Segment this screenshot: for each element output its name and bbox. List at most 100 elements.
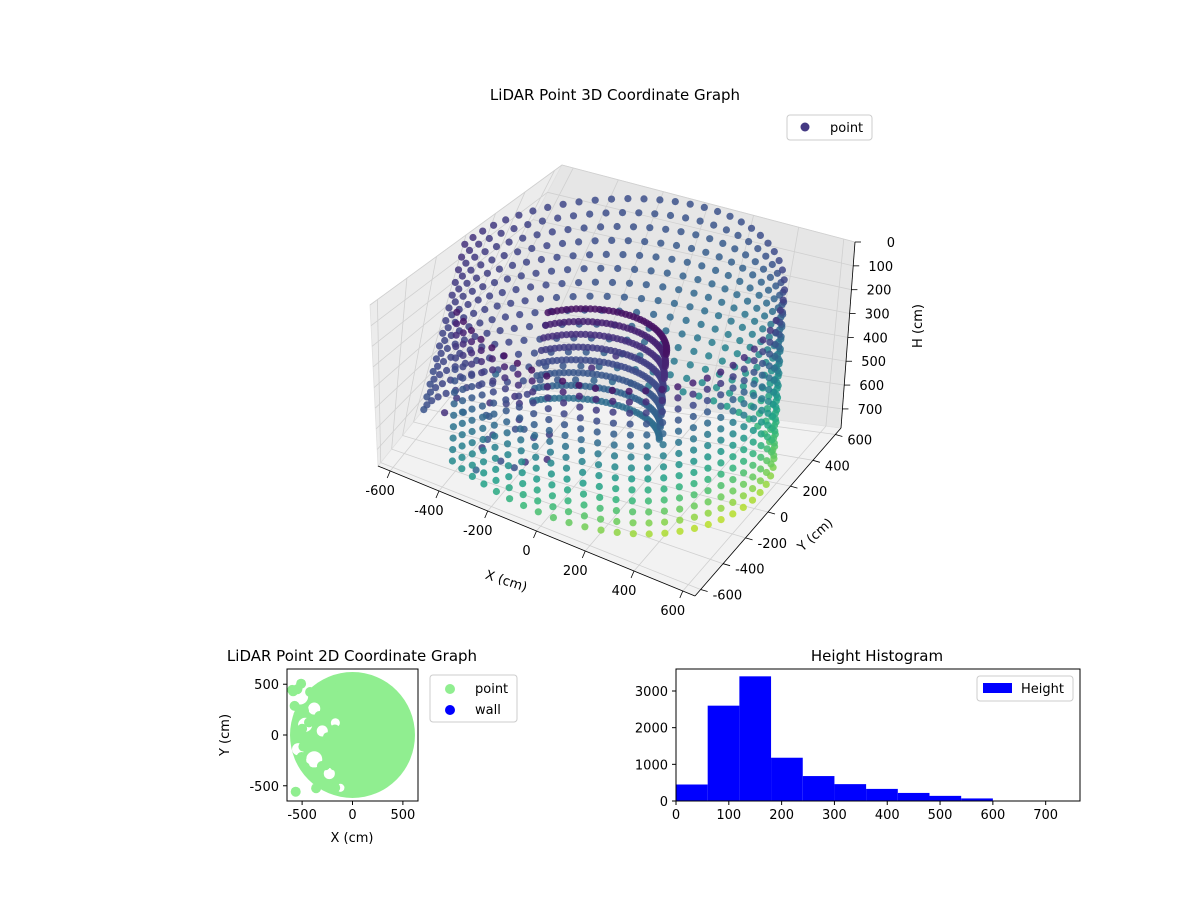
point-3d bbox=[762, 468, 771, 477]
point-3d bbox=[562, 453, 570, 461]
point-3d bbox=[690, 502, 698, 510]
point-3d bbox=[770, 248, 778, 256]
point-2d bbox=[322, 739, 333, 750]
point-3d bbox=[510, 324, 518, 332]
point-3d bbox=[451, 365, 459, 374]
point-3d bbox=[740, 400, 748, 408]
point-3d bbox=[501, 385, 509, 393]
point-3d bbox=[625, 387, 633, 395]
z-axis-line-3d bbox=[840, 241, 856, 429]
point-3d bbox=[694, 276, 702, 284]
point-3d bbox=[451, 377, 459, 385]
point-3d bbox=[545, 426, 553, 435]
point-3d bbox=[439, 329, 447, 337]
point-3d bbox=[534, 508, 542, 516]
point-3d bbox=[717, 413, 725, 422]
point-3d bbox=[468, 394, 476, 402]
point-3d bbox=[503, 429, 511, 437]
point-3d bbox=[683, 258, 691, 266]
point-3d bbox=[763, 457, 771, 465]
point-3d bbox=[618, 209, 627, 217]
point-3d bbox=[450, 411, 458, 419]
legend-2d: point wall bbox=[429, 674, 518, 723]
point-3d bbox=[650, 310, 658, 318]
point-3d bbox=[516, 414, 524, 422]
point-3d bbox=[613, 222, 621, 231]
point-3d bbox=[751, 317, 759, 325]
point-3d bbox=[659, 463, 668, 471]
point-3d bbox=[519, 480, 527, 488]
point-3d bbox=[558, 239, 567, 248]
point-3d bbox=[523, 390, 531, 398]
point-3d bbox=[501, 374, 509, 382]
point-3d bbox=[689, 390, 697, 398]
point-3d bbox=[544, 394, 552, 402]
point-3d bbox=[610, 430, 618, 438]
point-3d bbox=[459, 340, 467, 348]
point-3d bbox=[469, 233, 477, 242]
point-2d bbox=[290, 786, 301, 797]
x-tick-label-3d: -200 bbox=[463, 524, 493, 539]
point-3d bbox=[770, 295, 778, 303]
point-3d bbox=[677, 228, 685, 236]
point-3d bbox=[731, 245, 739, 253]
point-3d bbox=[751, 258, 759, 266]
point-3d bbox=[612, 496, 620, 504]
point-3d bbox=[675, 449, 683, 458]
legend-label-height: Height bbox=[1021, 682, 1064, 697]
x-tick-label-hist: 300 bbox=[822, 808, 847, 823]
point-3d bbox=[452, 331, 460, 339]
point-3d bbox=[775, 257, 783, 265]
point-3d bbox=[432, 384, 440, 392]
point-3d bbox=[459, 329, 467, 337]
point-3d bbox=[479, 435, 487, 444]
point-3d bbox=[749, 438, 757, 446]
point-3d bbox=[546, 437, 554, 445]
point-3d bbox=[468, 427, 476, 436]
point-3d bbox=[488, 316, 496, 324]
point-3d bbox=[687, 244, 696, 253]
point-3d bbox=[503, 440, 512, 448]
point-3d bbox=[529, 388, 537, 396]
point-3d bbox=[729, 373, 737, 381]
point-3d bbox=[780, 286, 789, 294]
point-3d bbox=[547, 459, 555, 467]
y-tick-3d bbox=[722, 563, 731, 567]
point-3d bbox=[533, 486, 541, 494]
point-3d bbox=[423, 393, 431, 401]
point-3d bbox=[575, 381, 583, 389]
point-3d bbox=[443, 366, 451, 375]
point-3d bbox=[478, 391, 486, 399]
point-3d bbox=[468, 383, 476, 391]
point-3d bbox=[500, 363, 509, 371]
point-3d bbox=[516, 311, 524, 319]
point-3d bbox=[462, 259, 470, 267]
point-3d bbox=[441, 409, 449, 417]
point-3d bbox=[549, 503, 557, 511]
x-tick-label-hist: 500 bbox=[928, 808, 953, 823]
point-3d bbox=[611, 474, 619, 482]
x-tick-label-hist: 100 bbox=[716, 808, 741, 823]
x-tick-label-3d: 400 bbox=[612, 584, 637, 599]
point-2d bbox=[320, 707, 331, 718]
point-3d bbox=[597, 515, 605, 523]
point-2d bbox=[330, 782, 341, 793]
x-tick-label-3d: -600 bbox=[365, 484, 395, 499]
point-3d bbox=[507, 299, 515, 307]
grid-x-back bbox=[825, 239, 845, 427]
point-3d bbox=[659, 419, 667, 427]
point-3d bbox=[750, 380, 758, 388]
plot-frame-hist bbox=[675, 668, 1081, 802]
point-3d bbox=[758, 371, 766, 379]
point-3d bbox=[439, 358, 448, 366]
point-3d bbox=[698, 379, 706, 387]
point-3d bbox=[502, 407, 510, 415]
point-3d bbox=[552, 293, 561, 302]
point-3d bbox=[644, 475, 652, 483]
point-3d bbox=[490, 421, 498, 429]
point-3d bbox=[714, 207, 722, 216]
point-3d bbox=[690, 457, 698, 465]
point-3d bbox=[674, 427, 683, 435]
point-3d bbox=[468, 405, 476, 413]
